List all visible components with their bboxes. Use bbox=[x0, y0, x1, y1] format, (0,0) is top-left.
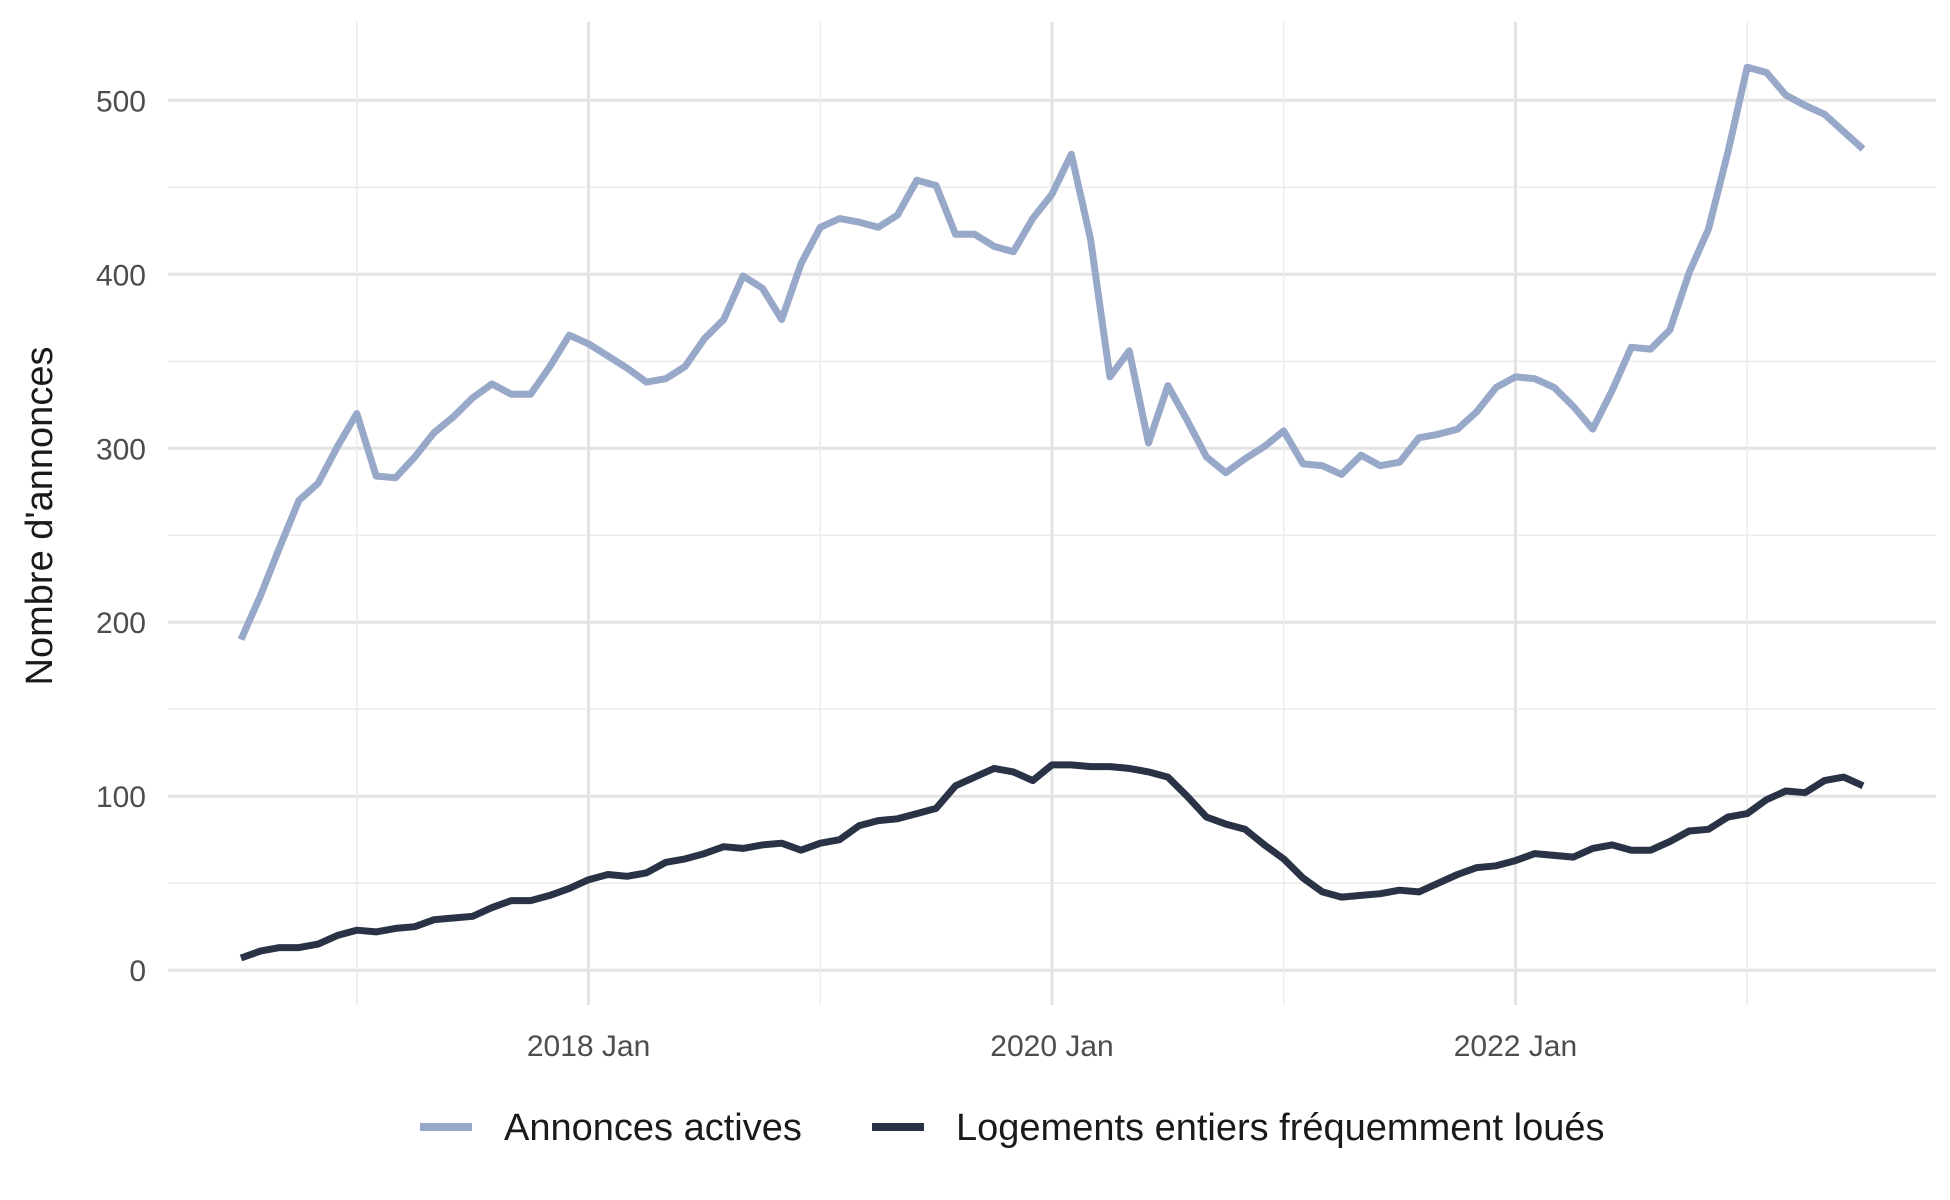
x-tick-label: 2018 Jan bbox=[527, 1030, 650, 1063]
y-axis-ticks: 0 100 200 300 400 500 bbox=[96, 85, 146, 988]
y-axis-label: Nombre d'annonces bbox=[19, 347, 61, 686]
legend-label-1: Annonces actives bbox=[504, 1107, 802, 1149]
y-tick-label: 100 bbox=[96, 781, 146, 814]
legend: Annonces actives Logements entiers fréque… bbox=[420, 1107, 1604, 1149]
y-tick-label: 200 bbox=[96, 607, 146, 640]
y-tick-label: 400 bbox=[96, 259, 146, 292]
x-tick-label: 2022 Jan bbox=[1454, 1030, 1577, 1063]
grid bbox=[168, 22, 1936, 1005]
y-tick-label: 500 bbox=[96, 85, 146, 118]
y-tick-label: 300 bbox=[96, 433, 146, 466]
legend-label-2: Logements entiers fréquemment loués bbox=[956, 1107, 1604, 1149]
x-axis-ticks: 2018 Jan 2020 Jan 2022 Jan bbox=[527, 1030, 1577, 1063]
y-tick-label: 0 bbox=[129, 955, 146, 988]
x-tick-label: 2020 Jan bbox=[990, 1030, 1113, 1063]
